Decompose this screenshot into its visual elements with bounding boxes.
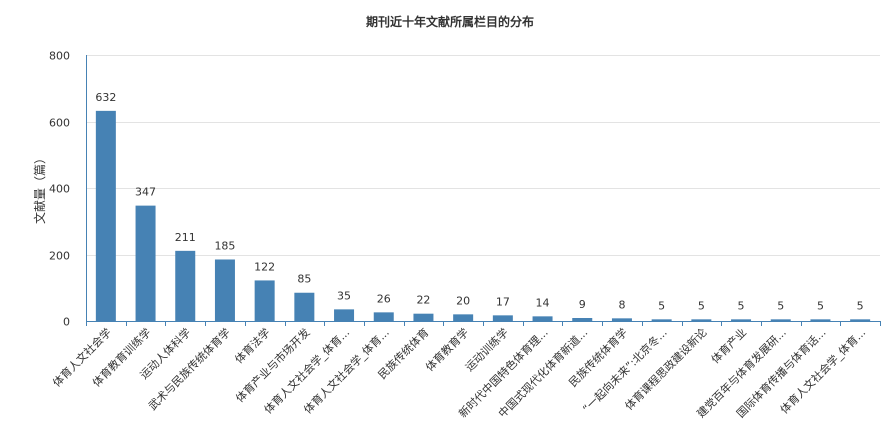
data-label: 185 [214, 239, 235, 252]
data-label: 20 [456, 294, 470, 307]
bar[interactable] [135, 205, 156, 321]
x-tick-label: 体育产业与市场开发 [233, 325, 313, 405]
bar[interactable] [850, 319, 871, 321]
data-label: 8 [618, 298, 625, 311]
data-label: 5 [658, 299, 665, 312]
data-label: 5 [738, 299, 745, 312]
bar[interactable] [373, 312, 394, 321]
x-tick-label: 体育产业 [708, 325, 749, 366]
bar[interactable] [611, 318, 632, 321]
y-tick-label: 200 [49, 250, 70, 263]
y-tick-label: 400 [49, 183, 70, 196]
bar[interactable] [691, 319, 712, 321]
data-label: 122 [254, 260, 275, 273]
bar[interactable] [453, 314, 474, 321]
bar[interactable] [95, 110, 116, 321]
bar[interactable] [770, 319, 791, 321]
axes: 0200400600800体育人文社会学体育教育训练学运动人体科学武术与民族传统… [49, 50, 881, 420]
bar[interactable] [413, 313, 434, 321]
bar[interactable] [731, 319, 752, 321]
bar[interactable] [254, 280, 275, 321]
bar[interactable] [532, 316, 553, 321]
bar[interactable] [810, 319, 831, 321]
x-tick-label: 体育法学 [232, 325, 273, 366]
bar[interactable] [175, 250, 196, 321]
data-label: 17 [496, 295, 510, 308]
data-label: 5 [698, 299, 705, 312]
bars [95, 110, 871, 321]
bar[interactable] [492, 315, 513, 321]
bar[interactable] [214, 259, 235, 321]
gridlines [86, 55, 880, 256]
data-label: 22 [416, 294, 430, 307]
data-label: 14 [536, 296, 550, 309]
y-tick-label: 0 [63, 316, 70, 329]
data-label: 5 [817, 299, 824, 312]
y-tick-label: 800 [49, 50, 70, 63]
data-label: 85 [297, 273, 311, 286]
data-label: 5 [777, 299, 784, 312]
data-label: 632 [95, 91, 116, 104]
bar[interactable] [651, 319, 672, 321]
data-label: 26 [377, 292, 391, 305]
bar[interactable] [334, 309, 355, 321]
y-tick-label: 600 [49, 117, 70, 130]
data-label: 5 [857, 299, 864, 312]
bar[interactable] [572, 318, 593, 321]
data-label: 35 [337, 289, 351, 302]
data-label: 9 [579, 298, 586, 311]
bar[interactable] [294, 292, 315, 321]
y-axis-title: 文献量（篇） [32, 152, 47, 224]
data-label: 347 [135, 186, 156, 199]
data-label: 211 [175, 231, 196, 244]
chart-title: 期刊近十年文献所属栏目的分布 [366, 14, 534, 29]
